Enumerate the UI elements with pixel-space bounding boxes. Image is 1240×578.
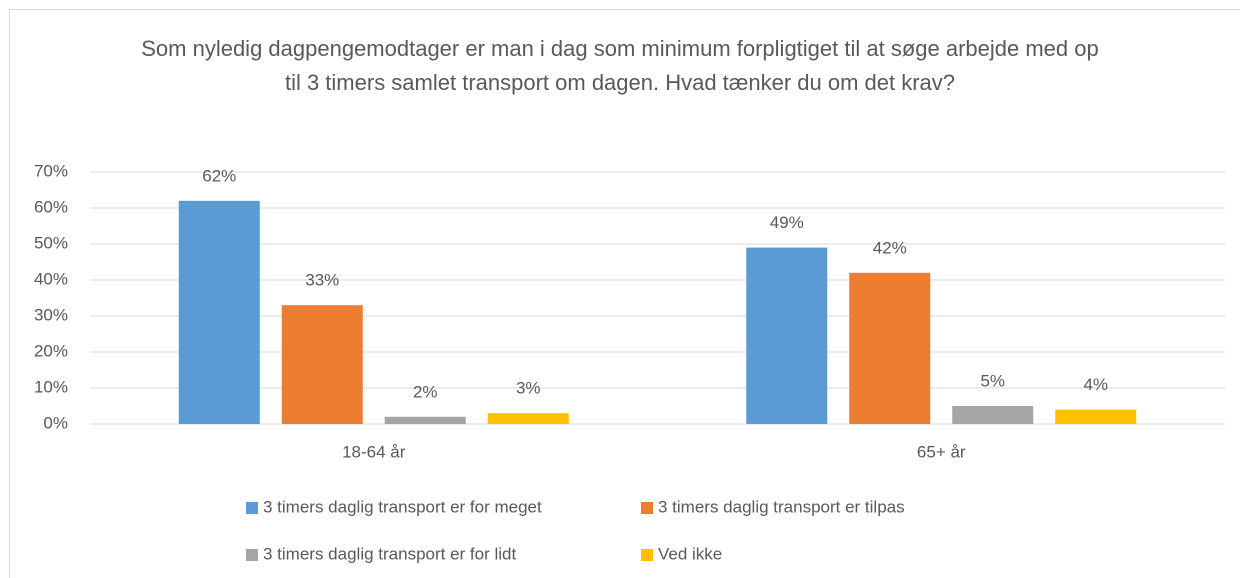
y-tick-label: 30% bbox=[34, 305, 68, 324]
data-label: 2% bbox=[413, 382, 438, 401]
y-tick-label: 50% bbox=[34, 233, 68, 252]
bar bbox=[952, 406, 1034, 424]
bar bbox=[1055, 409, 1137, 424]
bar bbox=[746, 247, 828, 424]
legend-label: 3 timers daglig transport er tilpas bbox=[658, 497, 905, 516]
bar bbox=[281, 305, 363, 424]
bar bbox=[384, 416, 466, 424]
data-label: 42% bbox=[873, 238, 907, 257]
y-tick-label: 40% bbox=[34, 269, 68, 288]
x-tick-label: 65+ år bbox=[917, 442, 966, 461]
y-tick-label: 70% bbox=[34, 161, 68, 180]
legend-swatch bbox=[246, 502, 258, 514]
bar bbox=[849, 272, 931, 424]
y-tick-label: 20% bbox=[34, 341, 68, 360]
legend-swatch bbox=[641, 549, 653, 561]
data-label: 5% bbox=[980, 371, 1005, 390]
y-tick-label: 10% bbox=[34, 377, 68, 396]
legend-swatch bbox=[246, 549, 258, 561]
bar bbox=[178, 200, 260, 424]
chart-title: Som nyledig dagpengemodtager er man i da… bbox=[141, 36, 1099, 95]
legend-swatch bbox=[641, 502, 653, 514]
data-label: 3% bbox=[516, 379, 541, 398]
bar bbox=[487, 413, 569, 424]
legend-label: 3 timers daglig transport er for lidt bbox=[263, 544, 516, 563]
legend-label: Ved ikke bbox=[658, 544, 722, 563]
data-label: 49% bbox=[770, 213, 804, 232]
y-tick-label: 60% bbox=[34, 197, 68, 216]
y-tick-label: 0% bbox=[43, 413, 68, 432]
data-label: 62% bbox=[202, 166, 236, 185]
chart-frame bbox=[9, 9, 1240, 578]
data-label: 33% bbox=[305, 271, 339, 290]
data-label: 4% bbox=[1083, 375, 1108, 394]
legend-label: 3 timers daglig transport er for meget bbox=[263, 497, 542, 516]
x-tick-label: 18-64 år bbox=[342, 442, 406, 461]
